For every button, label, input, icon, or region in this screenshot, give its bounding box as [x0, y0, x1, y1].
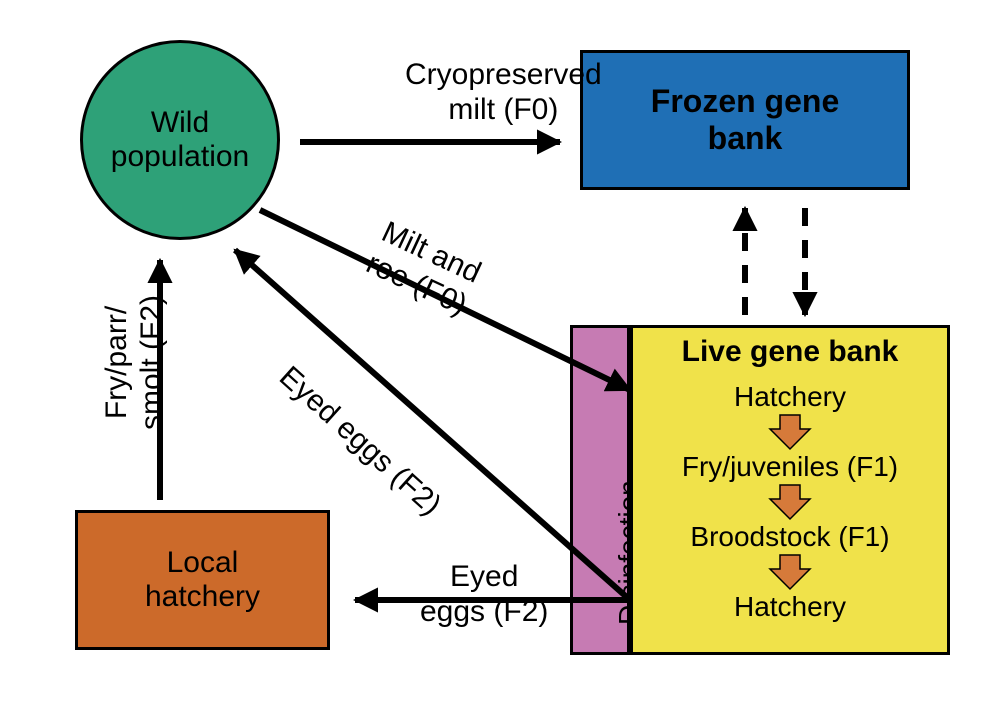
- live-stage-hatchery-2: Hatchery: [630, 591, 950, 623]
- edge-label-fry-parr-smolt: Fry/parr/ smolt (F2): [100, 295, 169, 430]
- edge-label-milt-and-roe: Milt and roe (F0): [361, 215, 487, 323]
- edge-label-cryopreserved-milt: Cryopreserved milt (F0): [405, 58, 602, 127]
- local-hatchery-node: Local hatchery: [75, 510, 330, 650]
- edge-label-eyed-eggs-f2: Eyed eggs (F2): [420, 560, 548, 629]
- local-hatchery-label: Local hatchery: [145, 546, 260, 615]
- live-stage-hatchery: Hatchery: [630, 381, 950, 413]
- wild-population-label: Wild population: [111, 106, 249, 175]
- live-gene-bank-title: Live gene bank: [630, 335, 950, 369]
- live-stage-fry-juveniles: Fry/juveniles (F1): [630, 451, 950, 483]
- frozen-gene-bank-label: Frozen gene bank: [651, 83, 839, 157]
- live-stage-broodstock: Broodstock (F1): [630, 521, 950, 553]
- wild-population-node: Wild population: [80, 40, 280, 240]
- edge-label-eyed-eggs-f2-up: Eyed eggs (F2): [272, 360, 447, 523]
- frozen-gene-bank-node: Frozen gene bank: [580, 50, 910, 190]
